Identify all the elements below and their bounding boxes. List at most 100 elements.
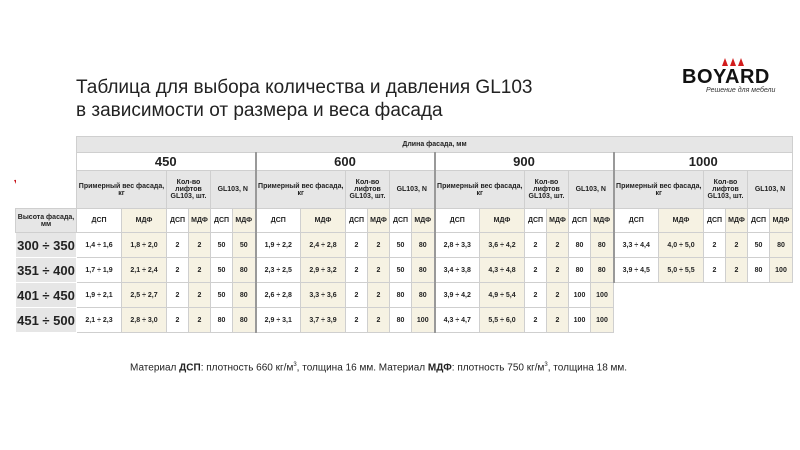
count-mdf: 2: [546, 232, 569, 258]
weight-dsp: 2,6 ÷ 2,8: [254, 282, 301, 308]
force-dsp: 50: [210, 282, 233, 308]
length-900: 900: [433, 152, 614, 171]
title-line-2: в зависимости от размера и веса фасада: [76, 100, 443, 121]
force-header: GL103, N: [568, 170, 614, 209]
weight-dsp: 1,9 ÷ 2,1: [76, 282, 122, 308]
weight-mdf: 2,9 ÷ 3,2: [300, 257, 346, 283]
force-dsp: 80: [568, 257, 591, 283]
force-dsp: 80: [568, 232, 591, 258]
dsp-subheader: ДСП: [210, 208, 233, 233]
dsp-subheader: ДСП: [524, 208, 547, 233]
force-mdf: 80: [769, 232, 793, 258]
height-range: 451 ÷ 500: [15, 307, 77, 333]
count-dsp: 2: [345, 282, 368, 308]
count-mdf: 2: [188, 282, 211, 308]
weight-mdf: 3,7 ÷ 3,9: [300, 307, 346, 333]
weight-mdf: 4,3 ÷ 4,8: [479, 257, 525, 283]
dsp-subheader: ДСП: [389, 208, 412, 233]
mdf-subheader: МДФ: [725, 208, 748, 233]
logo-brand: BOYARD: [682, 66, 770, 88]
dsp-subheader: ДСП: [747, 208, 770, 233]
force-mdf: 80: [232, 257, 256, 283]
weight-dsp: 3,9 ÷ 4,2: [433, 282, 480, 308]
count-dsp: 2: [703, 257, 726, 283]
count-dsp: 2: [524, 282, 547, 308]
count-dsp: 2: [166, 232, 189, 258]
weight-dsp: 2,9 ÷ 3,1: [254, 307, 301, 333]
force-mdf: 80: [411, 257, 435, 283]
height-range: 300 ÷ 350: [15, 232, 77, 258]
count-dsp: 2: [524, 307, 547, 333]
boyard-logo: BOYARD Решение для мебели: [676, 56, 786, 96]
weight-mdf: 3,6 ÷ 4,2: [479, 232, 525, 258]
table-row: 451 ÷ 500 2,1 ÷ 2,3 2,8 ÷ 3,0 2 2 80 80 2,9 ÷ 3…: [15, 307, 793, 333]
illustration-cell: [15, 136, 77, 209]
weight-dsp: 2,8 ÷ 3,3: [433, 232, 480, 258]
weight-dsp: 1,7 ÷ 1,9: [76, 257, 122, 283]
count-mdf: 2: [188, 232, 211, 258]
force-mdf: 100: [769, 257, 793, 283]
count-header: Кол-во лифтов GL103, шт.: [703, 170, 748, 209]
weight-mdf: 5,0 ÷ 5,5: [658, 257, 704, 283]
weight-dsp: 1,4 ÷ 1,6: [76, 232, 122, 258]
title-line-1: Таблица для выбора количества и давления…: [76, 77, 533, 98]
weight-mdf: 1,8 ÷ 2,0: [121, 232, 167, 258]
weight-mdf: 2,5 ÷ 2,7: [121, 282, 167, 308]
mdf-subheader: МДФ: [367, 208, 390, 233]
page-title: Таблица для выбора количества и давления…: [76, 76, 532, 122]
count-mdf: 2: [188, 307, 211, 333]
weight-header: Примерный вес фасада, кг: [76, 170, 167, 209]
mdf-subheader: МДФ: [300, 208, 346, 233]
count-mdf: 2: [546, 257, 569, 283]
weight-dsp: 2,1 ÷ 2,3: [76, 307, 122, 333]
dsp-subheader: ДСП: [433, 208, 480, 233]
count-dsp: 2: [166, 307, 189, 333]
dsp-subheader: ДСП: [703, 208, 726, 233]
weight-mdf: 5,5 ÷ 6,0: [479, 307, 525, 333]
force-header: GL103, N: [210, 170, 256, 209]
force-mdf: 100: [590, 282, 614, 308]
count-dsp: 2: [345, 232, 368, 258]
force-dsp: 50: [389, 257, 412, 283]
mdf-subheader: МДФ: [590, 208, 614, 233]
force-dsp: 100: [568, 307, 591, 333]
force-mdf: 80: [232, 282, 256, 308]
force-mdf: 100: [590, 307, 614, 333]
length-450: 450: [76, 152, 256, 171]
force-header: GL103, N: [747, 170, 793, 209]
weight-header: Примерный вес фасада, кг: [433, 170, 525, 209]
weight-mdf: 2,1 ÷ 2,4: [121, 257, 167, 283]
count-mdf: 2: [188, 257, 211, 283]
length-header: Длина фасада, мм: [76, 136, 793, 153]
force-mdf: 80: [411, 232, 435, 258]
length-600: 600: [254, 152, 435, 171]
logo-slogan: Решение для мебели: [706, 87, 776, 94]
dsp-subheader: ДСП: [254, 208, 301, 233]
mdf-subheader: МДФ: [121, 208, 167, 233]
force-dsp: 80: [389, 282, 412, 308]
weight-header: Примерный вес фасада, кг: [612, 170, 704, 209]
force-dsp: 80: [389, 307, 412, 333]
weight-mdf: 3,3 ÷ 3,6: [300, 282, 346, 308]
force-dsp: 50: [747, 232, 770, 258]
height-range: 351 ÷ 400: [15, 257, 77, 283]
count-header: Кол-во лифтов GL103, шт.: [524, 170, 569, 209]
material-note: Материал ДСП: плотность 660 кг/м3, толщи…: [130, 362, 628, 374]
selection-table: Длина фасада, мм 450 600 900 1000 Примерный в…: [15, 136, 793, 333]
force-dsp: 50: [389, 232, 412, 258]
count-dsp: 2: [345, 307, 368, 333]
force-dsp: 50: [210, 232, 233, 258]
force-header: GL103, N: [389, 170, 435, 209]
weight-mdf: 2,8 ÷ 3,0: [121, 307, 167, 333]
weight-mdf: 4,9 ÷ 5,4: [479, 282, 525, 308]
mdf-subheader: МДФ: [479, 208, 525, 233]
weight-dsp: 1,9 ÷ 2,2: [254, 232, 301, 258]
table-row: 300 ÷ 350 1,4 ÷ 1,6 1,8 ÷ 2,0 2 2 50 50 1,9 ÷ 2…: [15, 232, 793, 258]
weight-dsp: 2,3 ÷ 2,5: [254, 257, 301, 283]
count-dsp: 2: [703, 232, 726, 258]
force-dsp: 50: [210, 257, 233, 283]
mdf-subheader: МДФ: [658, 208, 704, 233]
force-mdf: 80: [590, 257, 614, 283]
dsp-subheader: ДСП: [612, 208, 659, 233]
count-mdf: 2: [725, 232, 748, 258]
